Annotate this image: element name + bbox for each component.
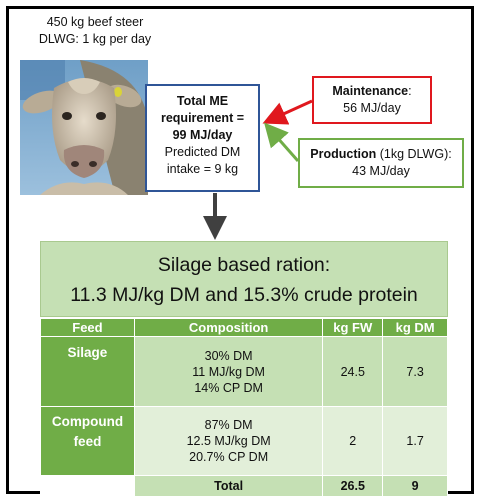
feed-silage: Silage <box>40 336 135 407</box>
table-row: Compound feed 87% DM 12.5 MJ/kg DM 20.7%… <box>40 406 448 476</box>
production-box: Production (1kg DLWG): 43 MJ/day <box>298 138 464 188</box>
silage-cp: 14% CP DM <box>194 380 263 395</box>
compound-me: 12.5 MJ/kg DM <box>186 434 271 448</box>
silage-kg-fw: 24.5 <box>322 336 384 407</box>
steer-caption: 450 kg beef steer DLWG: 1 kg per day <box>20 14 170 48</box>
maintenance-box: Maintenance: 56 MJ/day <box>312 76 432 124</box>
feed-compound: Compound feed <box>40 406 135 476</box>
header-kg-dm: kg DM <box>382 318 448 337</box>
feed-compound-line2: feed <box>73 434 102 449</box>
silage-kg-dm: 7.3 <box>382 336 448 407</box>
production-label: Production <box>310 147 377 161</box>
feed-compound-line1: Compound <box>51 414 124 429</box>
compound-dm: 87% DM <box>204 418 253 432</box>
ration-summary: Silage based ration: 11.3 MJ/kg DM and 1… <box>40 241 448 317</box>
header-kg-fw: kg FW <box>322 318 384 337</box>
me-line3: 99 MJ/day <box>172 128 233 142</box>
silage-composition: 30% DM 11 MJ/kg DM 14% CP DM <box>133 336 324 407</box>
maintenance-colon: : <box>408 84 412 98</box>
total-kg-dm: 9 <box>382 475 448 497</box>
ration-line1: Silage based ration: <box>157 254 331 276</box>
me-line4: Predicted DM <box>164 145 241 159</box>
maintenance-label: Maintenance <box>332 84 409 98</box>
compound-kg-dm: 1.7 <box>382 406 448 476</box>
silage-dm: 30% DM <box>204 348 253 363</box>
total-kg-fw: 26.5 <box>322 475 384 497</box>
steer-dlwg: DLWG: 1 kg per day <box>38 32 152 46</box>
silage-me: 11 MJ/kg DM <box>192 364 265 379</box>
total-me-box: Total ME requirement = 99 MJ/day Predict… <box>145 84 260 192</box>
header-composition: Composition <box>133 318 324 337</box>
maintenance-arrow <box>262 99 313 125</box>
ration-line2: 11.3 MJ/kg DM and 15.3% crude protein <box>70 284 418 306</box>
production-arrow <box>264 122 300 162</box>
production-qualifier: (1kg DLWG): <box>376 147 452 161</box>
header-feed: Feed <box>40 318 135 337</box>
steer-weight: 450 kg beef steer <box>46 15 144 29</box>
ration-table: Feed Composition kg FW kg DM Silage 30% … <box>40 318 448 497</box>
maintenance-value: 56 MJ/day <box>343 101 401 115</box>
me-line2: requirement = <box>160 111 244 125</box>
total-row: Total 26.5 9 <box>40 475 448 497</box>
table-row: Silage 30% DM 11 MJ/kg DM 14% CP DM 24.5… <box>40 336 448 407</box>
me-line5: intake = 9 kg <box>166 162 239 176</box>
compound-kg-fw: 2 <box>322 406 384 476</box>
table-header-row: Feed Composition kg FW kg DM <box>40 318 448 337</box>
production-value: 43 MJ/day <box>352 164 410 178</box>
compound-composition: 87% DM 12.5 MJ/kg DM 20.7% CP DM <box>133 406 324 476</box>
steer-photo-icon <box>20 60 148 195</box>
compound-cp: 20.7% CP DM <box>189 450 269 464</box>
total-label: Total <box>133 475 324 497</box>
steer-photo <box>20 60 148 195</box>
me-line1: Total ME <box>176 94 229 108</box>
total-blank <box>40 475 135 497</box>
